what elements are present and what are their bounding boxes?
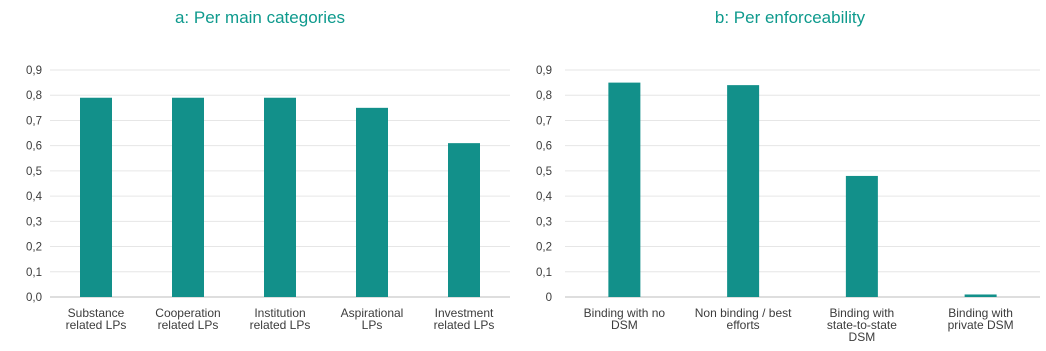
chart-a-title: a: Per main categories [174,8,346,27]
chart-b-title: b: Per enforceability [714,8,866,27]
x-category-label: related LPs [250,318,311,332]
y-tick-label: 0,9 [26,65,42,77]
x-category-label: Binding with [948,306,1013,320]
x-category-label: private DSM [948,318,1014,332]
x-category-label: state-to-state [827,318,897,332]
bar [448,143,480,297]
x-category-label: LPs [362,318,383,332]
x-category-label: Binding with no [584,306,666,320]
y-tick-label: 0,8 [26,90,42,102]
y-tick-label: 0,7 [26,115,42,127]
bar [727,85,760,297]
bar [172,97,204,297]
y-tick-label: 0,8 [536,90,552,102]
bar [356,107,388,297]
y-tick-label: 0,2 [536,242,552,254]
x-category-label: DSM [611,318,638,332]
bar [964,294,997,297]
x-category-label: related LPs [66,318,127,332]
x-category-label: DSM [849,330,876,344]
y-tick-label: 0,1 [26,267,42,279]
y-tick-label: 0,9 [536,65,552,77]
bar [264,97,296,297]
x-category-label: related LPs [434,318,495,332]
x-category-label: Aspirational [341,306,404,320]
x-category-label: Institution [254,306,305,320]
y-tick-label: 0,5 [26,166,42,178]
y-tick-label: 0,6 [26,141,42,153]
y-tick-label: 0,4 [26,191,43,203]
y-tick-label: 0,4 [536,191,553,203]
y-tick-label: 0,1 [536,267,552,279]
y-tick-label: 0,3 [26,216,42,228]
x-category-label: efforts [727,318,760,332]
y-tick-label: 0,7 [536,115,552,127]
y-tick-label: 0,0 [26,292,42,304]
y-tick-label: 0,3 [536,216,552,228]
y-tick-label: 0,5 [536,166,552,178]
y-tick-label: 0 [546,292,552,304]
bar [845,175,878,297]
x-category-label: Cooperation [155,306,220,320]
x-category-label: Investment [435,306,494,320]
y-tick-label: 0,2 [26,242,42,254]
x-category-label: Non binding / best [695,306,792,320]
x-category-label: related LPs [158,318,219,332]
x-category-label: Binding with [830,306,895,320]
y-tick-label: 0,6 [536,141,552,153]
x-category-label: Substance [68,306,125,320]
bar [80,97,112,297]
bar [608,82,641,297]
